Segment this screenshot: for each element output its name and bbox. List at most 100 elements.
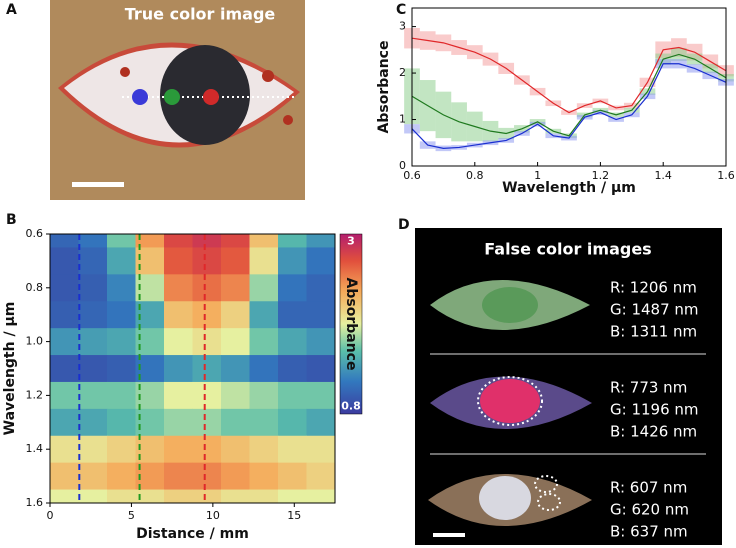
panel-label: B [6,212,17,228]
heatmap-cell [107,301,136,329]
x-tick-label: 0.6 [403,169,421,182]
heatmap-cell [221,301,250,329]
heatmap-cell [107,274,136,302]
heatmap-cell [249,328,279,356]
panel-label: D [398,217,410,233]
heatmap-cell [249,381,279,410]
heatmap-cell [249,247,279,275]
heatmap-cell [221,274,250,302]
heatmap-cell [135,234,165,248]
heatmap-cell [306,355,335,383]
x-tick-label: 1.6 [717,169,735,182]
series-line [411,37,727,114]
heatmap-cell [249,301,279,329]
heatmap-cell [164,234,193,248]
y-tick-label: 2 [399,66,406,79]
heatmap-cell [78,435,108,464]
channel-label: B: 637 nm [610,523,688,541]
y-tick-label: 1.4 [26,442,44,455]
heatmap-cell [278,489,307,503]
heatmap-cell [164,355,193,383]
outline [477,376,543,426]
heatmap-cell [78,234,108,248]
x-tick-label: 15 [287,509,301,522]
heatmap-cell [278,247,307,275]
heatmap-cell [78,274,108,302]
heatmap-cell [50,355,79,383]
panel-d: D False color images [398,217,722,545]
plot-frame [49,233,336,504]
heatmap-cell [306,462,335,491]
heatmap-cell [306,435,335,464]
x-axis-label: Wavelength / µm [502,180,636,196]
x-tick-label: 0 [47,509,54,522]
heatmap-cell [192,462,222,491]
heatmap-cell [249,234,279,248]
heatmap-cell [50,435,79,464]
heatmap-cell [107,381,136,410]
heatmap-cell [306,274,335,302]
heatmap-cell [135,489,165,503]
heatmap-cell [192,408,222,437]
heatmap-cell [164,301,193,329]
y-tick-label: 3 [399,20,406,33]
heatmap-cell [192,328,222,356]
y-tick-label: 1.6 [26,496,44,509]
channel-label: R: 1206 nm [610,279,697,297]
panel-label: C [396,2,406,18]
heatmap-cell [107,435,136,464]
heatmap-cell [221,355,250,383]
heatmap-cell [221,247,250,275]
heatmap-cell [221,408,250,437]
heatmap-cells [50,234,335,503]
heatmap-cell [278,328,307,356]
heatmap-cell [78,408,108,437]
heatmap-cell [107,489,136,503]
heatmap-cell [50,489,79,503]
heatmap-cell [249,355,279,383]
heatmap-cell [306,234,335,248]
heatmap-cell [164,274,193,302]
heatmap-cell [192,489,222,503]
panel-label: A [6,2,17,18]
channel-label: B: 1426 nm [610,423,697,441]
heatmap-cell [164,328,193,356]
channel-label: G: 1487 nm [610,301,699,319]
heatmap-cell [249,274,279,302]
lesion [479,476,531,520]
scale-bar [433,533,465,537]
heatmap-cell [192,355,222,383]
heatmap-cell [192,234,222,248]
heatmap-cell [278,234,307,248]
heatmap-cell [50,234,79,248]
heatmap-cell [164,247,193,275]
panel-a: True color image A [6,0,305,200]
heatmap-cell [50,381,79,410]
heatmap-cell [164,462,193,491]
heatmap-cell [135,247,165,275]
channel-label: B: 1311 nm [610,323,697,341]
point-red [203,89,219,105]
heatmap-cell [192,274,222,302]
heatmap-cell [249,435,279,464]
point-green [164,89,180,105]
y-axis-label: Wavelength / µm [2,302,18,436]
heatmap-cell [278,462,307,491]
heatmap-cell [278,301,307,329]
heatmap-cell [221,489,250,503]
heatmap-cell [107,408,136,437]
x-tick-label: 5 [128,509,135,522]
heatmap-cell [278,274,307,302]
x-axis-label: Distance / mm [136,526,249,542]
heatmap-cell [50,247,79,275]
heatmap-cell [278,408,307,437]
channel-label: G: 620 nm [610,501,689,519]
heatmap-cell [78,381,108,410]
spot [120,67,130,77]
colorbar-tick-label: 0.8 [341,400,361,413]
plot-frame [411,7,727,167]
series-line [411,53,727,137]
x-tick-label: 0.8 [466,169,484,182]
spot [262,70,274,82]
